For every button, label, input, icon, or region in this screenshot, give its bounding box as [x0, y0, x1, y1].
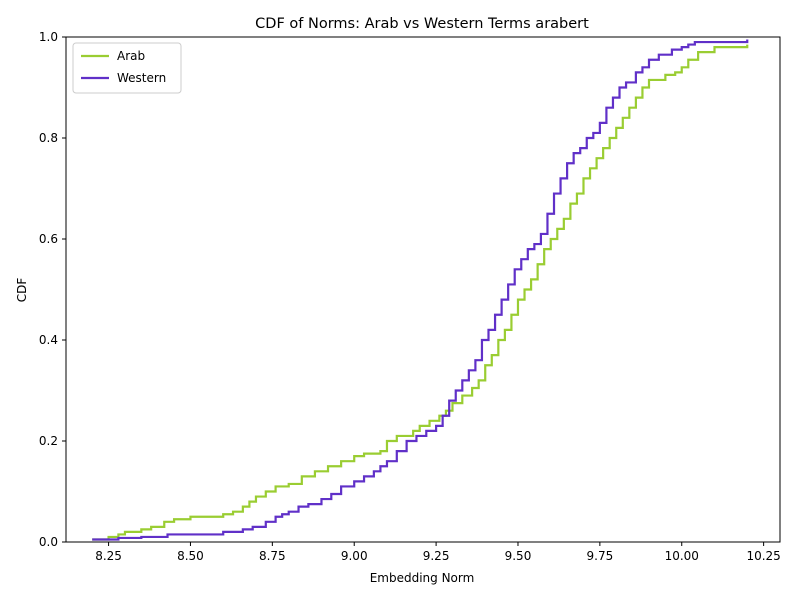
y-axis-label: CDF — [15, 278, 29, 303]
x-tick-label: 8.75 — [259, 549, 286, 563]
y-tick-label: 0.4 — [39, 333, 58, 347]
x-tick-label: 10.25 — [746, 549, 780, 563]
x-tick-label: 9.25 — [423, 549, 450, 563]
x-tick-label: 9.00 — [341, 549, 368, 563]
x-tick-label: 10.00 — [665, 549, 699, 563]
y-tick-label: 1.0 — [39, 30, 58, 44]
x-tick-label: 8.50 — [177, 549, 204, 563]
x-axis: 8.25 8.50 8.75 9.00 9.25 9.50 9.75 10.00 10.25 — [95, 542, 781, 563]
x-tick-label: 9.50 — [505, 549, 532, 563]
y-tick-label: 0.0 — [39, 535, 58, 549]
axes-frame — [65, 36, 781, 543]
legend-label-western: Western — [117, 71, 166, 85]
x-tick-label: 8.25 — [95, 549, 122, 563]
y-tick-label: 0.6 — [39, 232, 58, 246]
chart-title: CDF of Norms: Arab vs Western Terms arab… — [255, 16, 589, 32]
plot-area — [92, 39, 749, 541]
x-tick-label: 9.75 — [587, 549, 614, 563]
y-axis: 0.0 0.2 0.4 0.6 0.8 1.0 — [39, 30, 66, 549]
x-axis-label: Embedding Norm — [370, 571, 475, 585]
series-line-arab — [92, 44, 749, 541]
y-tick-label: 0.2 — [39, 434, 58, 448]
y-tick-label: 0.8 — [39, 131, 58, 145]
legend-label-arab: Arab — [117, 49, 145, 63]
legend: Arab Western — [72, 42, 182, 94]
series-line-western — [92, 39, 749, 541]
